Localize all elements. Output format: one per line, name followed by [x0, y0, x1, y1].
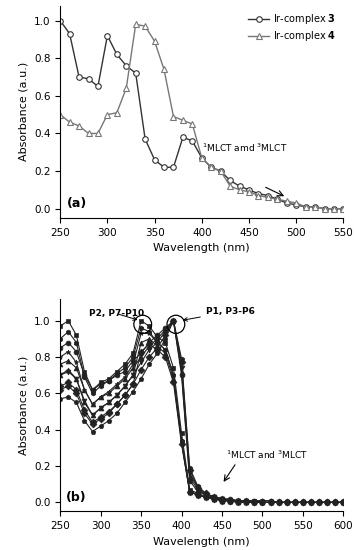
Ir-complex $\mathbf{3}$ — [200, 155, 204, 161]
Ir-complex $\mathbf{3}$ — [285, 200, 289, 206]
Ir-complex $\mathbf{3}$ — [143, 136, 147, 142]
Ir-complex $\mathbf{3}$ — [218, 168, 223, 174]
Ir-complex $\mathbf{4}$ — [285, 198, 289, 205]
Ir-complex $\mathbf{4}$ — [200, 155, 204, 161]
Ir-complex $\mathbf{4}$ — [266, 194, 270, 201]
Ir-complex $\mathbf{3}$ — [171, 164, 176, 170]
Ir-complex $\mathbf{4}$ — [332, 205, 336, 212]
Ir-complex $\mathbf{4}$ — [275, 196, 279, 202]
Ir-complex $\mathbf{4}$ — [190, 121, 194, 128]
Text: (a): (a) — [67, 197, 87, 210]
X-axis label: Wavelength (nm): Wavelength (nm) — [154, 244, 250, 254]
Ir-complex $\mathbf{4}$ — [341, 205, 346, 212]
Ir-complex $\mathbf{3}$ — [77, 74, 81, 80]
Ir-complex $\mathbf{3}$ — [341, 205, 346, 212]
Ir-complex $\mathbf{3}$ — [105, 32, 109, 39]
Ir-complex $\mathbf{3}$ — [162, 164, 166, 170]
Ir-complex $\mathbf{3}$ — [313, 204, 317, 210]
Ir-complex $\mathbf{3}$ — [247, 186, 251, 193]
Ir-complex $\mathbf{4}$ — [153, 38, 157, 45]
Ir-complex $\mathbf{3}$ — [275, 196, 279, 202]
Ir-complex $\mathbf{4}$ — [124, 85, 129, 92]
Ir-complex $\mathbf{4}$ — [77, 123, 81, 129]
Ir-complex $\mathbf{4}$ — [143, 23, 147, 30]
Ir-complex $\mathbf{3}$ — [190, 138, 194, 144]
Ir-complex $\mathbf{4}$ — [256, 192, 261, 199]
Ir-complex $\mathbf{4}$ — [115, 109, 119, 116]
Ir-complex $\mathbf{3}$ — [153, 157, 157, 163]
Ir-complex $\mathbf{4}$ — [228, 183, 232, 189]
Line: Ir-complex $\mathbf{4}$: Ir-complex $\mathbf{4}$ — [57, 21, 346, 212]
Ir-complex $\mathbf{4}$ — [58, 111, 62, 118]
Ir-complex $\mathbf{3}$ — [303, 204, 308, 210]
Ir-complex $\mathbf{4}$ — [171, 113, 176, 120]
Ir-complex $\mathbf{3}$ — [209, 164, 213, 170]
Ir-complex $\mathbf{4}$ — [105, 111, 109, 118]
Ir-complex $\mathbf{3}$ — [266, 192, 270, 199]
Ir-complex $\mathbf{4}$ — [96, 130, 100, 137]
Ir-complex $\mathbf{4}$ — [68, 119, 72, 125]
Ir-complex $\mathbf{4}$ — [181, 117, 185, 124]
Y-axis label: Absorbance (a.u.): Absorbance (a.u.) — [18, 62, 28, 162]
Text: P2, P7-P10: P2, P7-P10 — [88, 309, 144, 320]
Ir-complex $\mathbf{4}$ — [133, 21, 138, 28]
Ir-complex $\mathbf{4}$ — [247, 189, 251, 195]
Ir-complex $\mathbf{3}$ — [238, 183, 242, 189]
Ir-complex $\mathbf{3}$ — [181, 134, 185, 140]
Text: P1, P3-P6: P1, P3-P6 — [184, 307, 255, 321]
Ir-complex $\mathbf{4}$ — [313, 204, 317, 210]
Ir-complex $\mathbf{3}$ — [332, 205, 336, 212]
Ir-complex $\mathbf{3}$ — [133, 70, 138, 76]
Text: $^1$MLCT and $^3$MLCT: $^1$MLCT and $^3$MLCT — [226, 448, 308, 461]
Legend: Ir-complex $\mathbf{3}$, Ir-complex $\mathbf{4}$: Ir-complex $\mathbf{3}$, Ir-complex $\ma… — [246, 10, 338, 45]
Ir-complex $\mathbf{3}$ — [96, 83, 100, 90]
Ir-complex $\mathbf{4}$ — [218, 168, 223, 174]
Ir-complex $\mathbf{4}$ — [322, 205, 327, 212]
Y-axis label: Absorbance (a.u.): Absorbance (a.u.) — [18, 355, 28, 455]
Ir-complex $\mathbf{3}$ — [256, 190, 261, 197]
Ir-complex $\mathbf{3}$ — [58, 17, 62, 24]
Ir-complex $\mathbf{4}$ — [238, 186, 242, 193]
X-axis label: Wavelength (nm): Wavelength (nm) — [154, 537, 250, 547]
Ir-complex $\mathbf{3}$ — [115, 51, 119, 58]
Ir-complex $\mathbf{4}$ — [294, 200, 298, 206]
Ir-complex $\mathbf{3}$ — [124, 62, 129, 69]
Text: (b): (b) — [66, 491, 86, 504]
Line: Ir-complex $\mathbf{3}$: Ir-complex $\mathbf{3}$ — [57, 18, 346, 212]
Ir-complex $\mathbf{3}$ — [68, 30, 72, 37]
Ir-complex $\mathbf{4}$ — [162, 66, 166, 73]
Ir-complex $\mathbf{3}$ — [294, 202, 298, 208]
Ir-complex $\mathbf{3}$ — [86, 75, 91, 82]
Ir-complex $\mathbf{3}$ — [228, 177, 232, 184]
Ir-complex $\mathbf{3}$ — [322, 205, 327, 212]
Ir-complex $\mathbf{4}$ — [303, 204, 308, 210]
Ir-complex $\mathbf{4}$ — [209, 164, 213, 170]
Ir-complex $\mathbf{4}$ — [86, 130, 91, 137]
Text: $^1$MLCT amd $^3$MLCT: $^1$MLCT amd $^3$MLCT — [202, 142, 287, 154]
